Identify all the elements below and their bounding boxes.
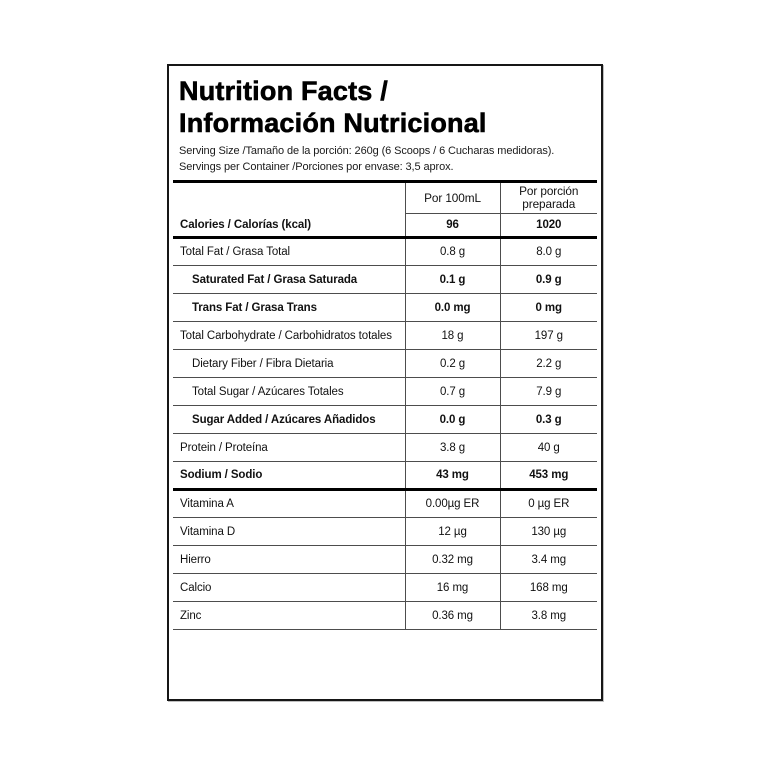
header-empty-cell <box>173 180 405 214</box>
value-per-portion: 0 µg ER <box>499 489 597 518</box>
row-label: Dietary Fiber / Fibra Dietaria <box>173 349 405 378</box>
value-per-portion: 1020 <box>499 213 597 239</box>
row-label: Total Sugar / Azúcares Totales <box>173 377 405 406</box>
value-per-100ml: 0.00µg ER <box>404 489 500 518</box>
row-label: Trans Fat / Grasa Trans <box>173 293 405 322</box>
row-label: Vitamina D <box>173 517 405 546</box>
value-per-100ml: 43 mg <box>404 461 500 491</box>
row-label: Vitamina A <box>173 489 405 518</box>
value-per-portion: 7.9 g <box>499 377 597 406</box>
value-per-portion: 40 g <box>499 433 597 462</box>
table-row-total-fat: Total Fat / Grasa Total 0.8 g 8.0 g <box>173 237 597 266</box>
table-row-sodium: Sodium / Sodio 43 mg 453 mg <box>173 461 597 491</box>
value-per-100ml: 0.32 mg <box>404 545 500 574</box>
table-row-vitamina-a: Vitamina A 0.00µg ER 0 µg ER <box>173 489 597 518</box>
value-per-100ml: 0.0 mg <box>404 293 500 322</box>
value-per-portion: 0.3 g <box>499 405 597 434</box>
table-row-total-sugar: Total Sugar / Azúcares Totales 0.7 g 7.9… <box>173 377 597 406</box>
table-row-zinc: Zinc 0.36 mg 3.8 mg <box>173 601 597 630</box>
nutrition-table: Por 100mL Por porción preparada Calories… <box>173 180 597 630</box>
table-row-sugar-added: Sugar Added / Azúcares Añadidos 0.0 g 0.… <box>173 405 597 434</box>
panel-title-line2: Información Nutricional <box>179 108 487 139</box>
value-per-portion: 8.0 g <box>499 237 597 266</box>
servings-per-container-text: Servings per Container /Porciones por en… <box>179 161 454 173</box>
value-per-100ml: 0.0 g <box>404 405 500 434</box>
table-row-hierro: Hierro 0.32 mg 3.4 mg <box>173 545 597 574</box>
table-row-protein: Protein / Proteína 3.8 g 40 g <box>173 433 597 462</box>
value-per-portion: 453 mg <box>499 461 597 491</box>
table-header-row: Por 100mL Por porción preparada <box>173 180 597 214</box>
value-per-portion: 168 mg <box>499 573 597 602</box>
value-per-100ml: 0.1 g <box>404 265 500 294</box>
table-row-dietary-fiber: Dietary Fiber / Fibra Dietaria 0.2 g 2.2… <box>173 349 597 378</box>
row-label: Calories / Calorías (kcal) <box>173 213 405 239</box>
value-per-portion: 0.9 g <box>499 265 597 294</box>
table-row-saturated-fat: Saturated Fat / Grasa Saturada 0.1 g 0.9… <box>173 265 597 294</box>
header-per-100ml: Por 100mL <box>404 180 500 214</box>
table-row-total-carbohydrate: Total Carbohydrate / Carbohidratos total… <box>173 321 597 350</box>
row-label: Calcio <box>173 573 405 602</box>
value-per-100ml: 18 g <box>404 321 500 350</box>
value-per-100ml: 0.7 g <box>404 377 500 406</box>
value-per-100ml: 0.36 mg <box>404 601 500 630</box>
row-label: Saturated Fat / Grasa Saturada <box>173 265 405 294</box>
row-label: Protein / Proteína <box>173 433 405 462</box>
value-per-100ml: 12 µg <box>404 517 500 546</box>
value-per-portion: 3.8 mg <box>499 601 597 630</box>
value-per-portion: 130 µg <box>499 517 597 546</box>
serving-size-text: Serving Size /Tamaño de la porción: 260g… <box>179 145 555 157</box>
row-label: Sugar Added / Azúcares Añadidos <box>173 405 405 434</box>
row-label: Total Carbohydrate / Carbohidratos total… <box>173 321 405 350</box>
value-per-portion: 197 g <box>499 321 597 350</box>
value-per-100ml: 3.8 g <box>404 433 500 462</box>
row-label: Sodium / Sodio <box>173 461 405 491</box>
row-label: Hierro <box>173 545 405 574</box>
table-row-calcio: Calcio 16 mg 168 mg <box>173 573 597 602</box>
table-row-vitamina-d: Vitamina D 12 µg 130 µg <box>173 517 597 546</box>
value-per-portion: 0 mg <box>499 293 597 322</box>
table-row-calories: Calories / Calorías (kcal) 96 1020 <box>173 213 597 239</box>
panel-title-line1: Nutrition Facts / <box>179 76 388 107</box>
value-per-portion: 3.4 mg <box>499 545 597 574</box>
value-per-100ml: 16 mg <box>404 573 500 602</box>
header-per-portion: Por porción preparada <box>499 180 597 214</box>
value-per-100ml: 0.8 g <box>404 237 500 266</box>
value-per-100ml: 0.2 g <box>404 349 500 378</box>
panel-title: Nutrition Facts / Información Nutriciona… <box>179 75 591 139</box>
row-label: Zinc <box>173 601 405 630</box>
row-label: Total Fat / Grasa Total <box>173 237 405 266</box>
table-row-trans-fat: Trans Fat / Grasa Trans 0.0 mg 0 mg <box>173 293 597 322</box>
value-per-100ml: 96 <box>404 213 500 239</box>
value-per-portion: 2.2 g <box>499 349 597 378</box>
nutrition-facts-panel: Nutrition Facts / Información Nutriciona… <box>167 64 603 701</box>
serving-info: Serving Size /Tamaño de la porción: 260g… <box>179 143 591 175</box>
